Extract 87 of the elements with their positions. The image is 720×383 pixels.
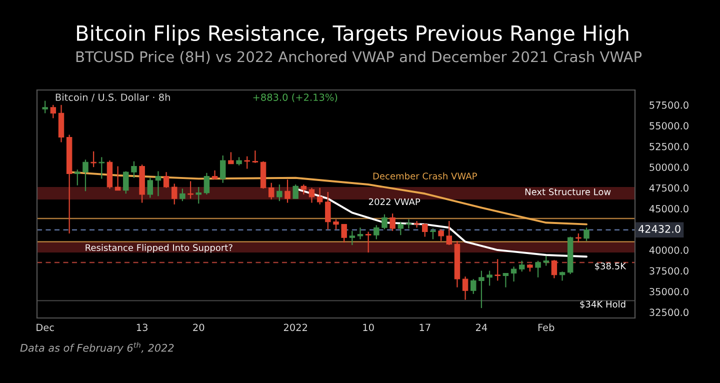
candlestick (308, 187, 315, 204)
candlestick (228, 152, 234, 164)
candlestick (470, 278, 476, 295)
candlestick (90, 150, 96, 168)
candlestick (220, 154, 226, 184)
candlestick (478, 270, 484, 309)
x-tick-label: Dec (36, 324, 54, 332)
chart-subtitle: BTCUSD Price (8H) vs 2022 Anchored VWAP and December 2021 Crash VWAP (76, 50, 642, 64)
candlestick (276, 184, 282, 202)
candlestick (252, 150, 258, 164)
x-tick-label: 20 (193, 324, 204, 332)
candlestick (333, 218, 339, 230)
series-label: December Crash VWAP (373, 172, 477, 180)
candlestick (188, 180, 194, 200)
candlestick (365, 231, 372, 254)
candlestick (325, 191, 331, 230)
candlestick (131, 160, 137, 178)
candlestick (341, 224, 347, 244)
candlestick (510, 266, 517, 282)
candlestick (204, 172, 210, 196)
ref-line-label: $34K Hold (580, 300, 626, 309)
ref-line-label: $38.5K (595, 262, 626, 271)
y-tick-label: 55000.0 (650, 122, 688, 130)
annotation: Bitcoin / U.S. Dollar · 8h (56, 93, 170, 102)
x-tick-label: 13 (136, 324, 148, 332)
y-tick-label: 32500.0 (650, 308, 688, 316)
candlestick (535, 260, 541, 278)
band-label: Next Structure Low (525, 188, 611, 196)
chart-title: Bitcoin Flips Resistance, Targets Previous Range High (77, 24, 628, 46)
candlestick (422, 222, 428, 238)
candlestick (551, 259, 558, 279)
candlestick (284, 178, 290, 204)
candlestick (244, 156, 250, 170)
candlestick (212, 170, 218, 180)
candlestick (438, 228, 444, 242)
series-label: 2022 VWAP (368, 198, 420, 206)
candlestick (163, 172, 170, 188)
candlestick (180, 188, 186, 202)
candlestick (82, 159, 88, 192)
candlestick (300, 184, 307, 196)
x-tick-label: Feb (538, 324, 554, 332)
candlestick (114, 166, 121, 191)
text: Data as of February 6$^{th}$, 2022 (20, 342, 174, 354)
candlestick (486, 270, 492, 286)
candlestick (147, 177, 153, 198)
candlestick (292, 184, 298, 200)
candlestick (502, 272, 509, 288)
y-tick-label: 37500.0 (650, 267, 688, 275)
y-tick-label: 47500.0 (649, 184, 688, 192)
candlestick (357, 227, 364, 240)
candlestick (155, 170, 162, 197)
candlestick (390, 212, 396, 232)
y-tick-label: 50000.0 (650, 164, 688, 171)
candlestick (196, 186, 202, 204)
candlestick (494, 258, 500, 282)
candlestick (398, 221, 404, 236)
candlestick (349, 230, 356, 246)
y-tick-label: 45000.0 (649, 205, 688, 212)
candlestick (406, 218, 412, 230)
candlestick (74, 169, 80, 186)
candlestick (430, 228, 436, 240)
candlestick (584, 227, 590, 242)
y-tick-label: 52500.0 (650, 142, 688, 150)
candlestick (123, 170, 129, 194)
ref-line-label: 42432.0 (638, 224, 680, 233)
candlestick (268, 182, 274, 200)
candlestick (42, 100, 48, 114)
x-tick-label: 24 (476, 324, 488, 331)
candlestick (543, 255, 549, 266)
annotation: +883.0 (+2.13%) (253, 93, 338, 102)
x-tick-label: 17 (420, 324, 430, 331)
candlestick (98, 156, 105, 180)
candlestick (462, 276, 468, 300)
candlestick (374, 224, 380, 240)
candlestick (519, 260, 525, 272)
candlestick (446, 220, 452, 246)
x-tick-label: 10 (363, 324, 374, 332)
y-tick-label: 57500.0 (650, 101, 688, 109)
y-tick-label: 40000.0 (649, 246, 688, 254)
candlestick (172, 183, 178, 205)
candlestick (382, 214, 388, 230)
candlestick (559, 271, 566, 282)
x-tick-label: 2022 (284, 324, 307, 332)
candlestick (50, 104, 56, 119)
band-label: Resistance Flipped Into Support? (86, 244, 232, 253)
candlestick (316, 187, 323, 205)
y-tick-label: 35000.0 (650, 288, 688, 296)
